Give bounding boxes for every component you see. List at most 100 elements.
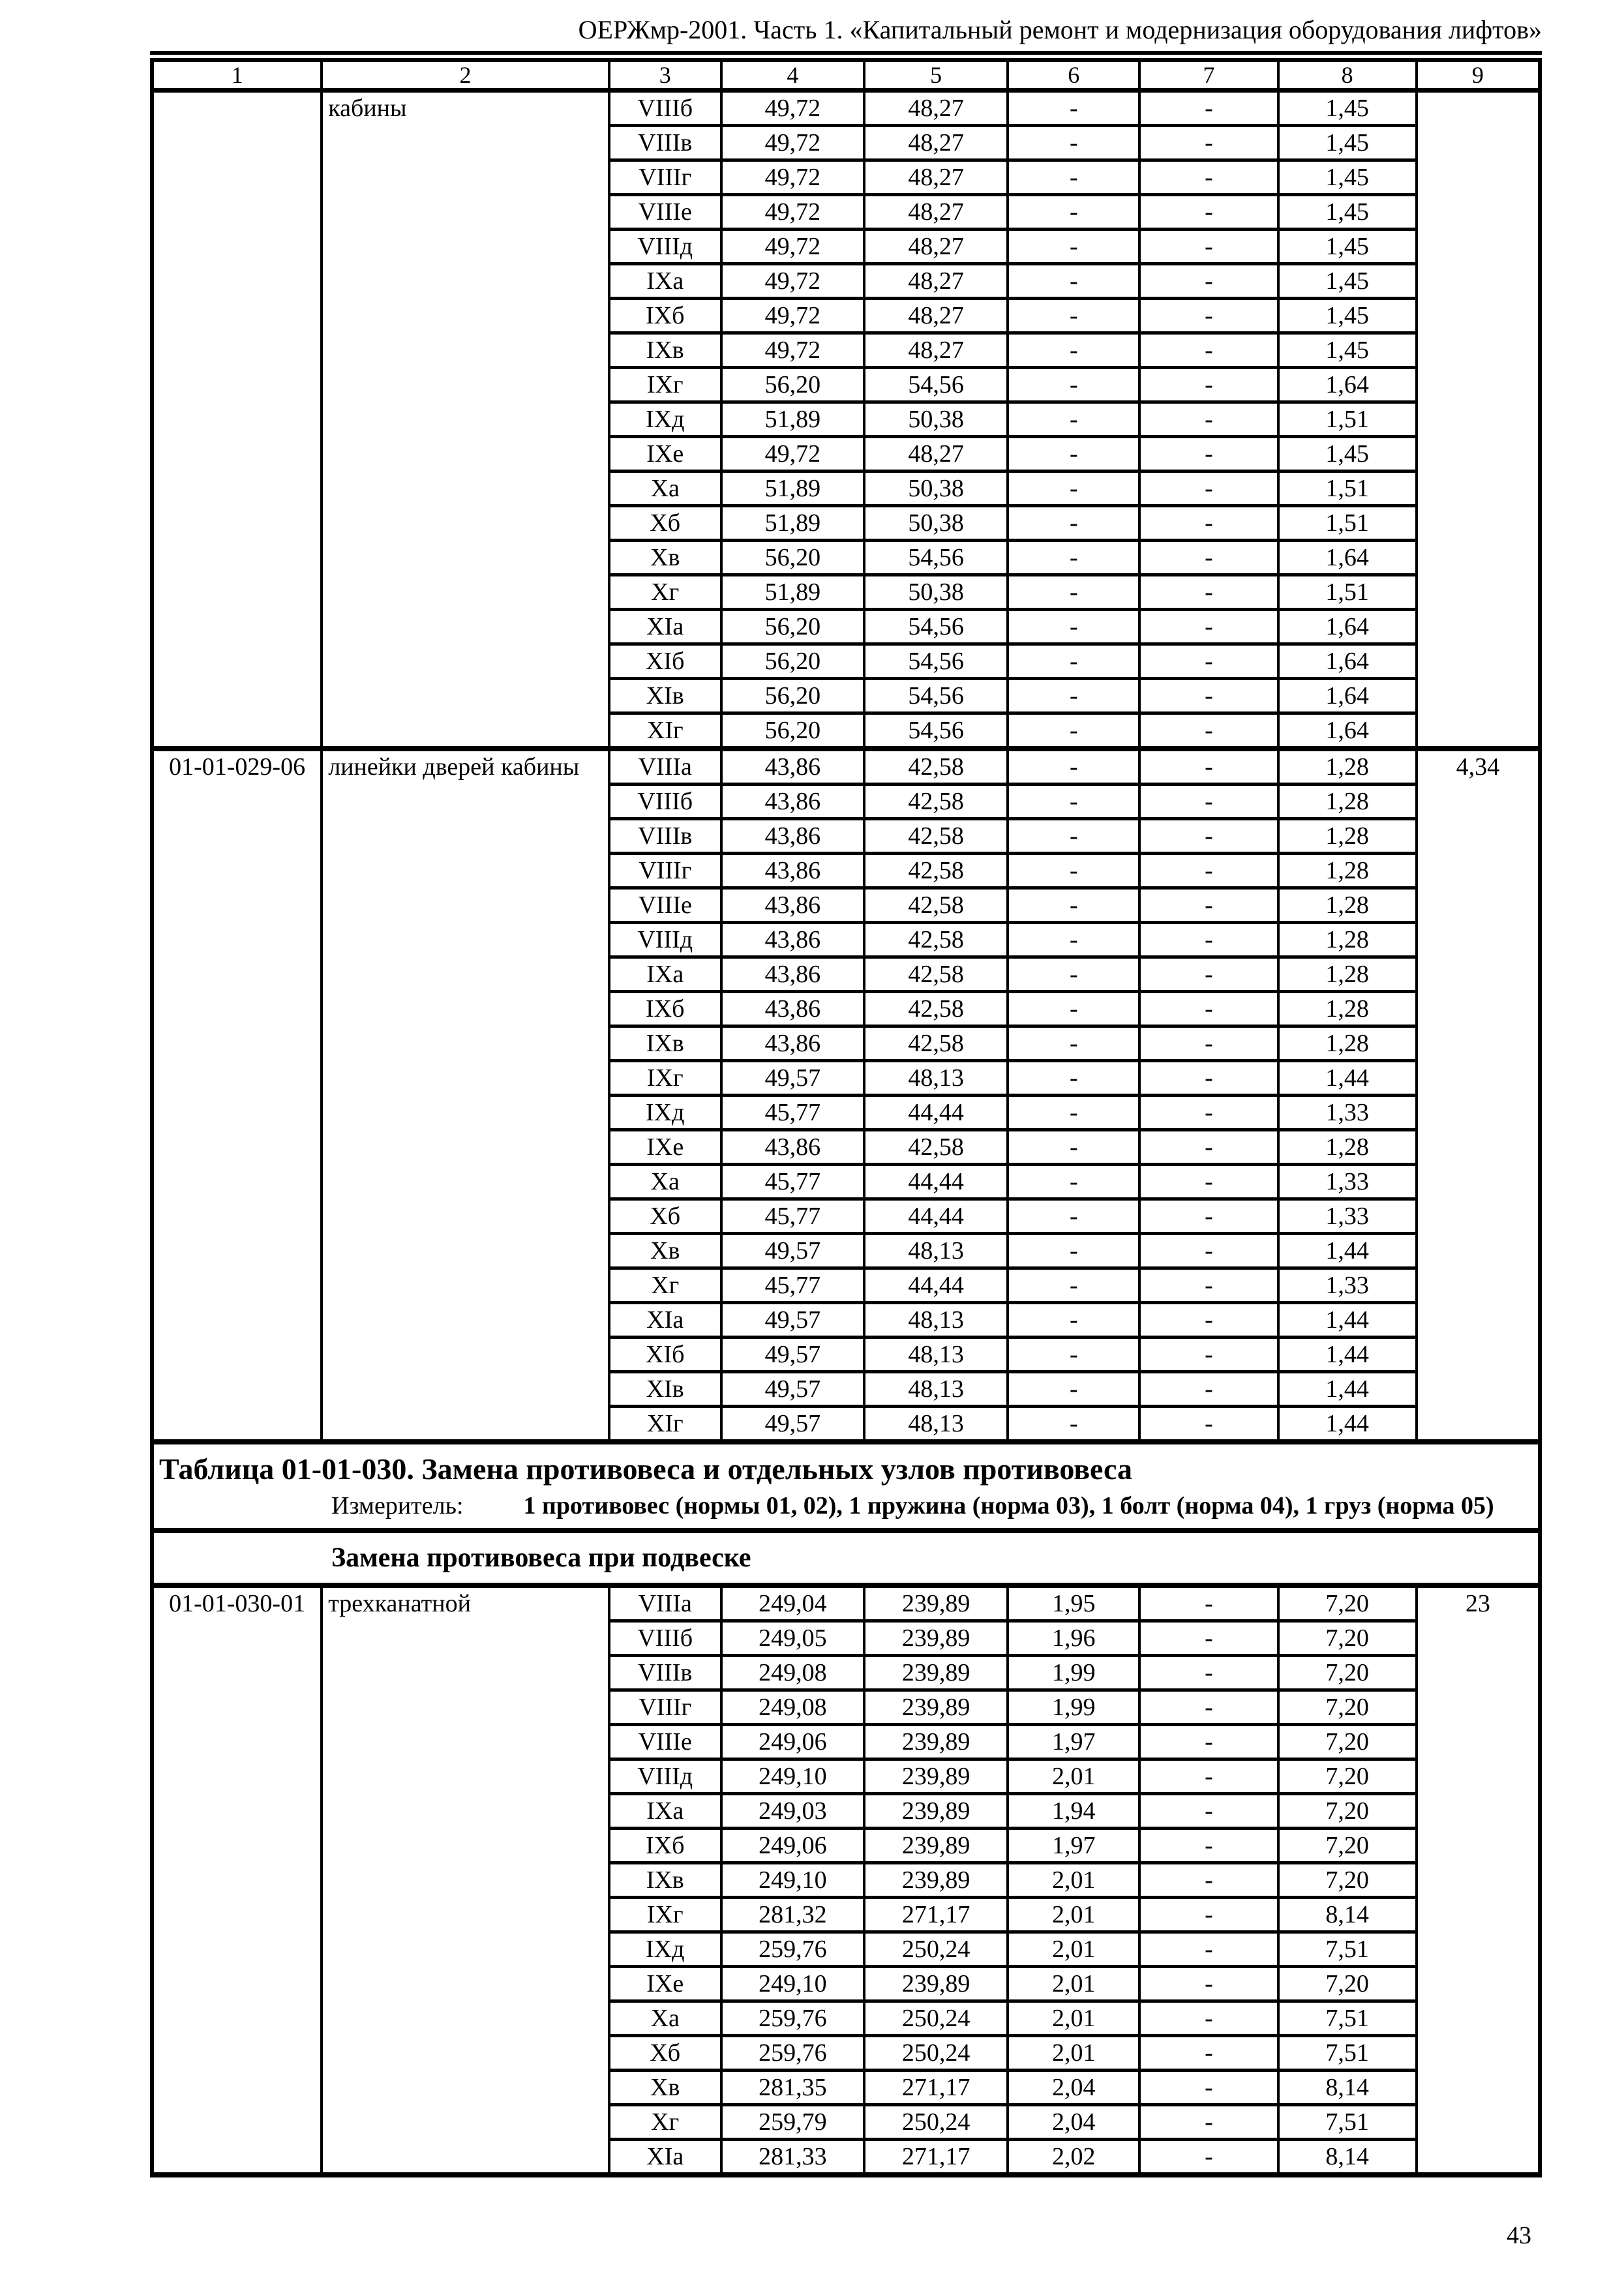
value-cell: - bbox=[1006, 1370, 1141, 1408]
value-cell: 2,01 bbox=[1006, 1758, 1141, 1795]
value-cell: 49,72 bbox=[719, 228, 866, 265]
value-cell: - bbox=[1006, 193, 1141, 231]
value-cell: - bbox=[1138, 158, 1280, 196]
value-cell: - bbox=[1138, 1301, 1280, 1339]
value-cell: - bbox=[1006, 1405, 1141, 1444]
value-cell: 1,45 bbox=[1276, 435, 1418, 473]
value-cell: - bbox=[1006, 1128, 1141, 1166]
value-cell: - bbox=[1138, 677, 1280, 715]
column-header-cell: 3 bbox=[607, 59, 723, 93]
value-cell: - bbox=[1006, 852, 1141, 890]
value-cell: 8,14 bbox=[1276, 1896, 1418, 1934]
value-cell: - bbox=[1138, 228, 1280, 265]
value-cell: 1,44 bbox=[1276, 1301, 1418, 1339]
table-row: XIа 56,20 54,56- -1,64 bbox=[152, 608, 1540, 646]
value-cell: 48,13 bbox=[862, 1336, 1010, 1373]
value-cell: 1,45 bbox=[1276, 262, 1418, 300]
value-cell: - bbox=[1138, 539, 1280, 576]
value-cell: - bbox=[1006, 124, 1141, 162]
value-cell: - bbox=[1006, 642, 1141, 680]
value-cell: 271,17 bbox=[862, 2138, 1010, 2177]
value-cell: 249,08 bbox=[719, 1654, 866, 1692]
value-cell: - bbox=[1138, 642, 1280, 680]
value-cell: 1,97 bbox=[1006, 1827, 1141, 1864]
value-cell: 7,20 bbox=[1276, 1861, 1418, 1899]
value-cell: 281,33 bbox=[719, 2138, 866, 2177]
value-cell: 239,89 bbox=[862, 1965, 1010, 2003]
table-row: XIб 49,57 48,13- -1,44 bbox=[152, 1336, 1540, 1373]
value-cell: 2,04 bbox=[1006, 2069, 1141, 2106]
value-cell: 49,72 bbox=[719, 124, 866, 162]
value-cell: 42,58 bbox=[862, 817, 1010, 855]
value-cell: 7,51 bbox=[1276, 2103, 1418, 2141]
table-row: VIIIг 49,72 48,27- -1,45 bbox=[152, 158, 1540, 196]
value-cell: 56,20 bbox=[719, 608, 866, 646]
value-cell: - bbox=[1138, 470, 1280, 507]
value-cell: - bbox=[1138, 1128, 1280, 1166]
value-cell: 1,51 bbox=[1276, 400, 1418, 438]
table-row: Xг 51,89 50,38- -1,51 bbox=[152, 573, 1540, 611]
measurer-row: Измеритель: 1 противовес (нормы 01, 02), … bbox=[152, 1489, 1540, 1533]
value-cell: - bbox=[1138, 2034, 1280, 2072]
value-cell: 249,08 bbox=[719, 1688, 866, 1726]
row-index-cell: Xв bbox=[607, 539, 723, 576]
value-cell: 1,45 bbox=[1276, 331, 1418, 369]
value-cell: 239,89 bbox=[862, 1861, 1010, 1899]
value-cell: 1,44 bbox=[1276, 1405, 1418, 1444]
value-cell: - bbox=[1138, 955, 1280, 993]
code-cell bbox=[150, 89, 323, 751]
value-cell: 1,44 bbox=[1276, 1059, 1418, 1097]
value-cell: 42,58 bbox=[862, 921, 1010, 959]
value-cell: 1,64 bbox=[1276, 711, 1418, 751]
value-cell: 1,45 bbox=[1276, 158, 1418, 196]
labor-cell: 4,34 bbox=[1415, 747, 1542, 1444]
table-row: IXг 281,32 271,17 2,01-8,14 bbox=[152, 1896, 1540, 1934]
value-cell: - bbox=[1006, 1301, 1141, 1339]
table-row: VIIIг 249,08 239,89 1,99-7,20 bbox=[152, 1688, 1540, 1726]
table-row: IXг 49,57 48,13- -1,44 bbox=[152, 1059, 1540, 1097]
value-cell: 50,38 bbox=[862, 470, 1010, 507]
table-row: IXб 43,86 42,58- -1,28 bbox=[152, 990, 1540, 1028]
value-cell: - bbox=[1138, 1930, 1280, 1968]
value-cell: - bbox=[1006, 228, 1141, 265]
row-index-cell: Xб bbox=[607, 1197, 723, 1235]
row-index-cell: VIIIг bbox=[607, 158, 723, 196]
code-cell: 01-01-030-01 bbox=[150, 1584, 323, 2177]
value-cell: 48,27 bbox=[862, 158, 1010, 196]
value-cell: 54,56 bbox=[862, 366, 1010, 404]
value-cell: - bbox=[1006, 783, 1141, 820]
measurer-cell: Измеритель: 1 противовес (нормы 01, 02), … bbox=[152, 1489, 1540, 1533]
value-cell: 49,57 bbox=[719, 1301, 866, 1339]
value-cell: - bbox=[1138, 1232, 1280, 1270]
value-cell: 49,57 bbox=[719, 1370, 866, 1408]
table-row: IXа 249,03 239,89 1,94-7,20 bbox=[152, 1792, 1540, 1830]
table-row: XIа 49,57 48,13- -1,44 bbox=[152, 1301, 1540, 1339]
value-cell: - bbox=[1138, 435, 1280, 473]
row-index-cell: XIа bbox=[607, 608, 723, 646]
value-cell: 56,20 bbox=[719, 711, 866, 751]
value-cell: 51,89 bbox=[719, 400, 866, 438]
value-cell: - bbox=[1006, 400, 1141, 438]
row-index-cell: IXд bbox=[607, 400, 723, 438]
measurer-label: Измеритель: bbox=[331, 1492, 464, 1519]
value-cell: - bbox=[1138, 886, 1280, 924]
value-cell: - bbox=[1006, 158, 1141, 196]
value-cell: 48,13 bbox=[862, 1301, 1010, 1339]
row-index-cell: IXг bbox=[607, 1059, 723, 1097]
value-cell: 42,58 bbox=[862, 990, 1010, 1028]
value-cell: - bbox=[1006, 1094, 1141, 1131]
group-label-row: Замена противовеса при подвеске bbox=[152, 1531, 1540, 1588]
description-cell: кабины bbox=[320, 89, 610, 751]
table-row: Xг 45,77 44,44- -1,33 bbox=[152, 1266, 1540, 1304]
value-cell: 239,89 bbox=[862, 1688, 1010, 1726]
row-index-cell: XIа bbox=[607, 2138, 723, 2177]
row-index-cell: IXг bbox=[607, 1896, 723, 1934]
value-cell: 42,58 bbox=[862, 1128, 1010, 1166]
value-cell: 259,76 bbox=[719, 1930, 866, 1968]
value-cell: 48,27 bbox=[862, 435, 1010, 473]
row-index-cell: VIIIа bbox=[607, 747, 723, 786]
value-cell: - bbox=[1006, 955, 1141, 993]
row-index-cell: IXд bbox=[607, 1094, 723, 1131]
value-cell: 56,20 bbox=[719, 677, 866, 715]
value-cell: - bbox=[1138, 1336, 1280, 1373]
